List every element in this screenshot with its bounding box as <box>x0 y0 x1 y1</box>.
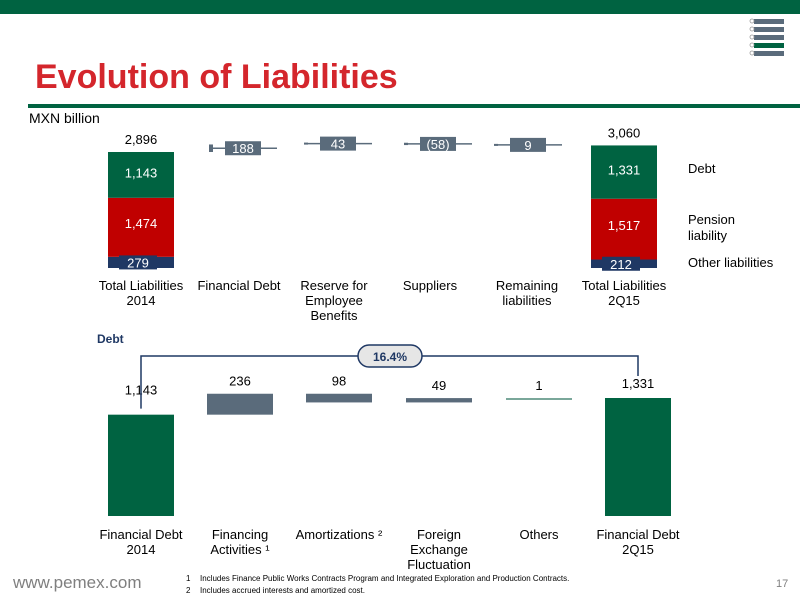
change-label-badge <box>510 137 546 152</box>
change-bar <box>494 143 498 146</box>
legend-pension-liability: Pension liability <box>688 212 735 243</box>
change-label: (58) <box>426 137 449 152</box>
category-label: Suppliers <box>402 278 458 293</box>
unit-label: MXN billion <box>29 110 100 126</box>
debt-total-bar <box>605 398 671 516</box>
stacked-bar-segment <box>108 152 174 198</box>
debt-change-label: 49 <box>432 378 446 393</box>
total-label: 3,060 <box>608 125 641 140</box>
category-label: Remaining liabilities <box>495 278 559 308</box>
change-label: 43 <box>331 137 345 152</box>
change-label-badge <box>420 136 456 151</box>
category-label: Others <box>519 527 559 542</box>
growth-badge <box>357 344 423 368</box>
segment-label: 279 <box>127 255 149 270</box>
pemex-logo-icon <box>749 18 784 56</box>
change-label-badge <box>225 141 261 156</box>
category-label: Foreign Exchange Fluctuation <box>407 527 471 572</box>
debt-total-bar <box>108 414 174 516</box>
change-label: 9 <box>524 138 531 153</box>
page-number: 17 <box>776 578 789 590</box>
page-title: Evolution of Liabilities <box>35 58 398 96</box>
segment-label-badge <box>602 256 640 271</box>
segment-label: 1,143 <box>125 166 158 181</box>
debt-change-bar <box>306 393 372 403</box>
category-label: Total Liabilities 2Q15 <box>581 278 667 308</box>
category-label: Reserve for Employee Benefits <box>300 278 368 323</box>
debt-change-label: 1 <box>535 378 542 393</box>
segment-label: 212 <box>610 257 632 272</box>
category-label: Total Liabilities 2014 <box>98 278 184 308</box>
segment-label-badge <box>119 255 157 270</box>
segment-label: 1,474 <box>125 216 158 231</box>
debt-change-label: 98 <box>332 374 346 389</box>
debt-section-heading: Debt <box>97 332 124 346</box>
change-label-badge <box>320 136 356 151</box>
growth-label: 16.4% <box>373 350 407 364</box>
change-bar <box>304 142 308 145</box>
legend-other-liabilities: Other liabilities <box>688 255 774 270</box>
website-link[interactable]: www.pemex.com <box>13 573 142 592</box>
segment-label: 1,331 <box>608 162 641 177</box>
change-bar <box>209 144 213 152</box>
footnote-1: 1 Includes Finance Public Works Contracts… <box>186 574 570 583</box>
category-label: Financial Debt 2Q15 <box>596 527 680 557</box>
top-brand-bar <box>0 0 800 14</box>
change-bar <box>404 142 408 146</box>
total-label: 2,896 <box>125 132 158 147</box>
debt-change-bar <box>506 398 572 400</box>
debt-change-bar <box>406 398 472 403</box>
debt-change-bar <box>207 393 273 415</box>
category-label: Amortizations ² <box>295 527 383 542</box>
stacked-bar-segment <box>108 197 174 257</box>
debt-total-label: 1,331 <box>622 376 655 391</box>
segment-label: 1,517 <box>608 218 641 233</box>
category-label: Financial Debt <box>197 278 281 293</box>
title-divider <box>28 104 800 108</box>
footnote-2: 2 Includes accrued interests and amortize… <box>186 586 365 595</box>
stacked-bar-segment <box>591 198 657 260</box>
legend-debt: Debt <box>688 161 716 176</box>
category-label: Financial Debt 2014 <box>99 527 183 557</box>
category-label: Financing Activities ¹ <box>210 527 270 557</box>
stacked-bar-segment <box>591 145 657 199</box>
debt-change-label: 236 <box>229 374 251 389</box>
change-label: 188 <box>232 141 254 156</box>
footnotes: 1 Includes Finance Public Works Contracts… <box>186 573 569 597</box>
